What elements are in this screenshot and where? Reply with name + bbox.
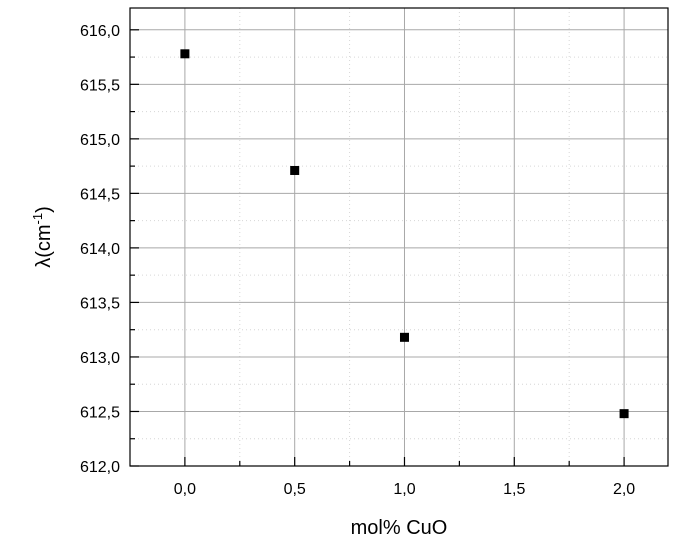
y-tick-label: 613,0 — [80, 350, 120, 367]
data-point — [399, 332, 409, 342]
x-axis-title: mol% CuO — [351, 517, 448, 539]
data-point — [619, 409, 629, 419]
y-tick-label: 616,0 — [80, 23, 120, 40]
y-tick-label: 612,0 — [80, 459, 120, 476]
y-tick-label: 613,5 — [80, 295, 120, 312]
y-tick-label: 614,5 — [80, 186, 120, 203]
x-tick-label: 2,0 — [613, 481, 635, 498]
grid — [130, 8, 668, 466]
x-tick-label: 1,0 — [393, 481, 415, 498]
y-axis-title-close: ) — [33, 206, 55, 213]
data-points — [180, 49, 629, 419]
y-tick-label: 612,5 — [80, 404, 120, 421]
y-tick-label: 614,0 — [80, 241, 120, 258]
y-tick-label: 615,5 — [80, 77, 120, 94]
x-tick-label: 0,0 — [174, 481, 196, 498]
y-axis-title-main: λ(cm — [33, 224, 55, 267]
x-tick-label: 1,5 — [503, 481, 525, 498]
axis-ticks: 0,0 0,5 1,0 1,5 2,0 612,0 612,5 613,0 613,5 614,0… — [80, 23, 635, 498]
y-axis-title: λ(cm-1) — [30, 206, 55, 268]
data-point — [290, 165, 300, 175]
data-point — [180, 49, 190, 59]
y-axis-title-superscript: -1 — [30, 213, 45, 225]
y-tick-label: 615,0 — [80, 132, 120, 149]
x-tick-label: 0,5 — [284, 481, 306, 498]
plot-frame — [129, 7, 669, 467]
